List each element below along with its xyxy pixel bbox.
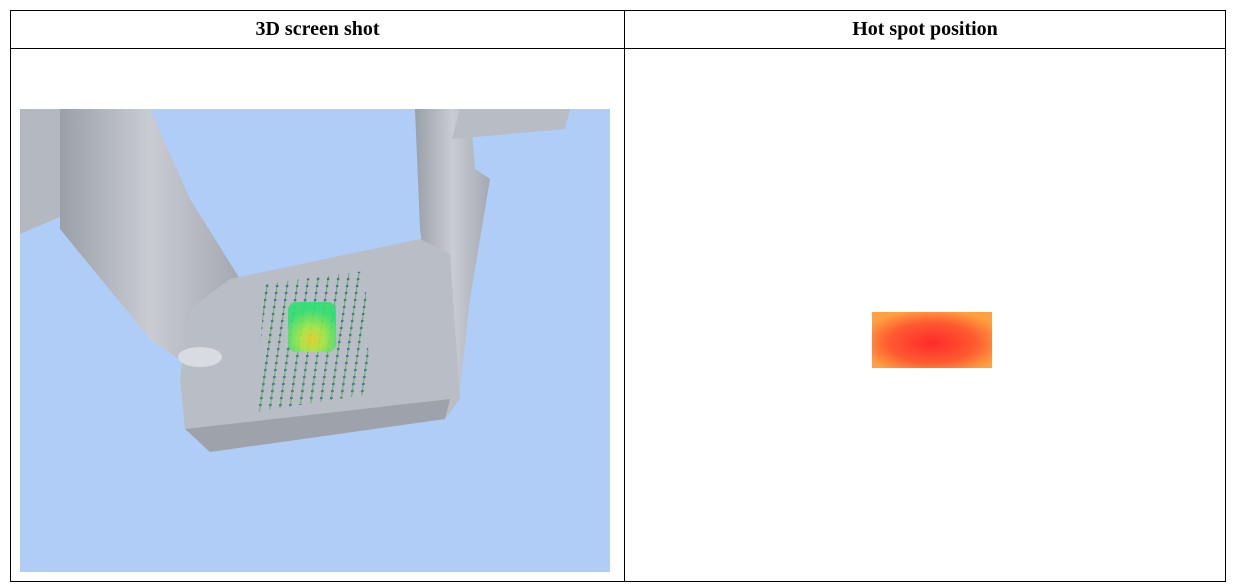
header-cell: 3D screen shot (10, 10, 625, 49)
right-wing (452, 109, 570, 139)
fin (178, 347, 222, 367)
left-wing (20, 109, 60, 234)
screenshot-cell (10, 48, 625, 582)
content-row (10, 48, 1226, 582)
hot-spot-3d (288, 302, 336, 352)
header-cell: Hot spot position (624, 10, 1226, 49)
hotspot-cell (624, 48, 1226, 582)
body-edge (185, 399, 450, 452)
hot-spot (872, 312, 992, 368)
3d-screenshot (20, 109, 610, 572)
hot-spot-map (872, 312, 992, 368)
comparison-table: 3D screen shot Hot spot position (10, 10, 1226, 582)
header-row: 3D screen shot Hot spot position (10, 10, 1226, 49)
